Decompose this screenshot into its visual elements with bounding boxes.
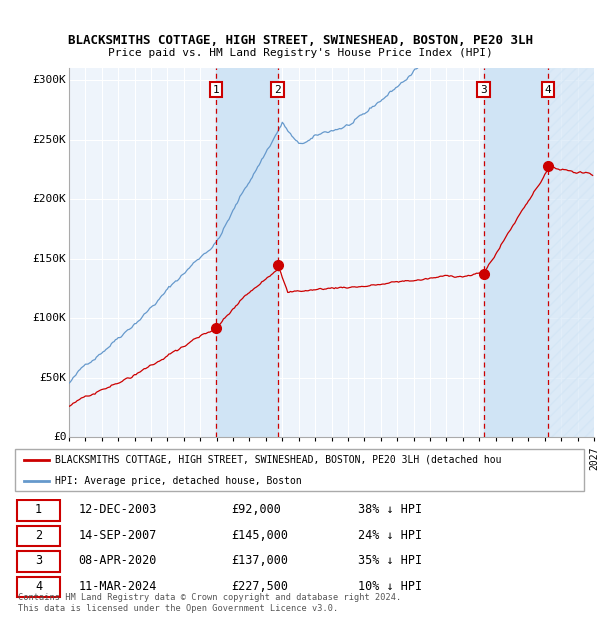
Text: 12-DEC-2003: 12-DEC-2003 [78, 503, 157, 516]
Text: 38% ↓ HPI: 38% ↓ HPI [358, 503, 422, 516]
FancyBboxPatch shape [17, 551, 60, 572]
Text: Contains HM Land Registry data © Crown copyright and database right 2024.
This d: Contains HM Land Registry data © Crown c… [18, 593, 401, 613]
Text: 3: 3 [35, 554, 42, 567]
FancyBboxPatch shape [17, 526, 60, 546]
FancyBboxPatch shape [17, 500, 60, 521]
Text: BLACKSMITHS COTTAGE, HIGH STREET, SWINESHEAD, BOSTON, PE20 3LH (detached hou: BLACKSMITHS COTTAGE, HIGH STREET, SWINES… [55, 455, 502, 465]
Text: 14-SEP-2007: 14-SEP-2007 [78, 529, 157, 542]
Text: £92,000: £92,000 [231, 503, 281, 516]
Text: 4: 4 [35, 580, 42, 593]
Text: £250K: £250K [32, 135, 67, 144]
FancyBboxPatch shape [17, 577, 60, 597]
Text: 10% ↓ HPI: 10% ↓ HPI [358, 580, 422, 593]
Text: HPI: Average price, detached house, Boston: HPI: Average price, detached house, Bost… [55, 476, 302, 485]
Bar [548, 68, 600, 437]
Text: BLACKSMITHS COTTAGE, HIGH STREET, SWINESHEAD, BOSTON, PE20 3LH: BLACKSMITHS COTTAGE, HIGH STREET, SWINES… [67, 34, 533, 47]
Text: 11-MAR-2024: 11-MAR-2024 [78, 580, 157, 593]
Text: 3: 3 [480, 84, 487, 95]
Text: £100K: £100K [32, 313, 67, 323]
Text: 4: 4 [545, 84, 551, 95]
Bar [216, 68, 278, 437]
Bar [484, 68, 548, 437]
Text: £150K: £150K [32, 254, 67, 264]
Text: £227,500: £227,500 [231, 580, 288, 593]
Text: 1: 1 [212, 84, 219, 95]
Text: £0: £0 [53, 432, 67, 442]
Text: £50K: £50K [40, 373, 67, 383]
Text: 2: 2 [35, 529, 42, 542]
Text: £300K: £300K [32, 75, 67, 85]
Text: 08-APR-2020: 08-APR-2020 [78, 554, 157, 567]
Text: 24% ↓ HPI: 24% ↓ HPI [358, 529, 422, 542]
Text: 1: 1 [35, 503, 42, 516]
FancyBboxPatch shape [15, 450, 584, 491]
Text: £200K: £200K [32, 194, 67, 204]
Text: 35% ↓ HPI: 35% ↓ HPI [358, 554, 422, 567]
Text: £145,000: £145,000 [231, 529, 288, 542]
Text: Price paid vs. HM Land Registry's House Price Index (HPI): Price paid vs. HM Land Registry's House … [107, 48, 493, 58]
Text: 2: 2 [274, 84, 281, 95]
Text: £137,000: £137,000 [231, 554, 288, 567]
